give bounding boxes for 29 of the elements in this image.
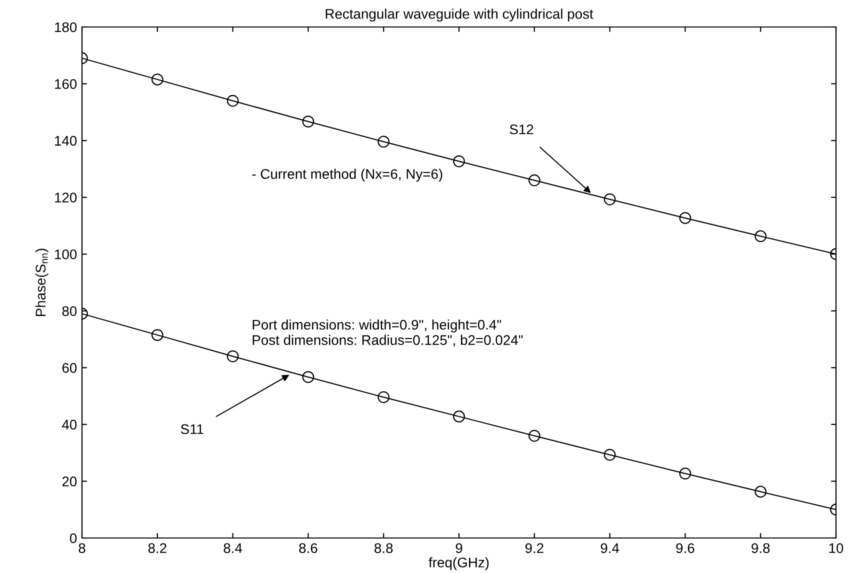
x-tick-label: 9.2 [525,543,544,554]
y-tick-label: 120 [55,192,77,203]
annotation: - Current method (Nx=6, Ny=6) [252,168,442,182]
annotation: Post dimensions: Radius=0.125", b2=0.024" [252,334,523,347]
x-tick-label: 9.4 [600,543,620,554]
y-axis-title: Phase(S$_{nn}$) [35,248,48,316]
annotation: S11 [180,424,204,434]
x-tick-label: 8 [78,543,86,554]
x-tick-label: 8.2 [148,543,166,554]
x-tick-label: 10 [829,543,844,554]
annotation: S12 [510,124,534,134]
y-tick-label: 100 [55,249,77,260]
y-tick-label: 40 [62,420,77,430]
x-tick-label: 9 [456,543,462,554]
y-tick-label: 140 [55,136,77,146]
y-tick-label: 0 [70,533,77,544]
x-tick-label: 9.8 [752,543,770,554]
y-tick-label: 60 [62,363,77,373]
y-tick-label: 160 [55,79,77,89]
annotation: Port dimensions: width=0.9", height=0.4" [252,319,502,332]
y-tick-label: 20 [62,476,77,486]
x-axis-title: freq(GHz) [428,557,489,570]
y-tick-label: 80 [62,306,77,316]
y-tick-label: 180 [55,22,77,32]
x-tick-label: 9.6 [676,543,694,554]
x-tick-label: 8.6 [299,543,318,554]
x-tick-label: 8.4 [224,543,242,554]
chart-title: Rectangular waveguide with cylindrical post [326,8,594,22]
x-tick-label: 8.8 [374,543,393,554]
